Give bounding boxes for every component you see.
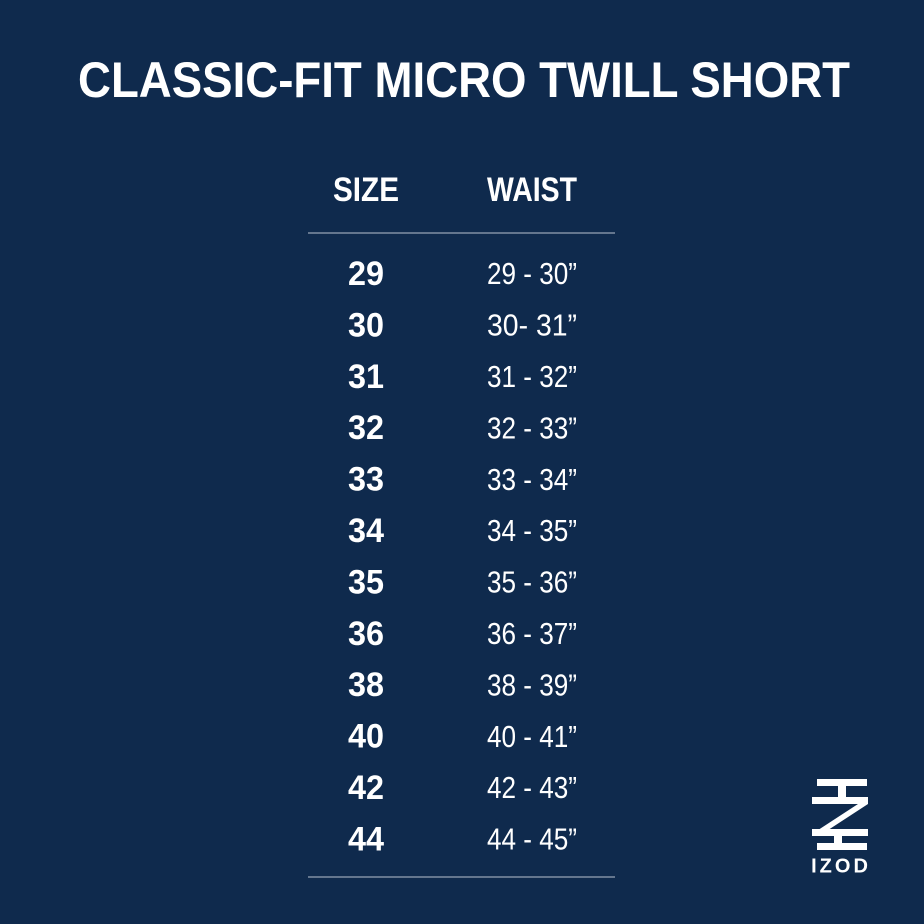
waist-cell: 40 - 41” (487, 719, 577, 754)
column-header: SIZE (333, 171, 399, 209)
waist-cell: 35 - 36” (487, 565, 577, 600)
brand-name: IZOD (811, 855, 871, 877)
size-cell: 44 (348, 820, 384, 858)
size-cell: 31 (348, 358, 384, 396)
waist-cell: 29 - 30” (487, 256, 577, 291)
size-cell: 32 (348, 409, 384, 447)
waist-cell: 34 - 35” (487, 513, 577, 548)
size-cell: 38 (348, 666, 384, 704)
title: CLASSIC-FIT MICRO TWILL SHORT (78, 52, 850, 108)
size-cell: 36 (348, 615, 384, 653)
waist-cell: 38 - 39” (487, 667, 577, 702)
waist-cell: 36 - 37” (487, 616, 577, 651)
size-cell: 34 (348, 512, 384, 550)
size-cell: 30 (348, 306, 384, 344)
brand-logo (812, 779, 868, 850)
table-body: 29 29 - 30” 30 30- 31” 31 31 - 32” 32 32 - 33” 3… (348, 255, 577, 858)
size-cell: 42 (348, 769, 384, 807)
waist-cell: 44 - 45” (487, 822, 577, 857)
size-cell: 29 (348, 255, 384, 293)
waist-cell: 42 - 43” (487, 770, 577, 805)
column-header: WAIST (487, 171, 577, 209)
waist-cell: 31 - 32” (487, 359, 577, 394)
waist-cell: 33 - 34” (487, 462, 577, 497)
waist-cell: 30- 31” (487, 308, 577, 343)
waist-cell: 32 - 33” (487, 410, 577, 445)
size-cell: 33 (348, 461, 384, 499)
size-cell: 40 (348, 718, 384, 756)
size-cell: 35 (348, 563, 384, 601)
